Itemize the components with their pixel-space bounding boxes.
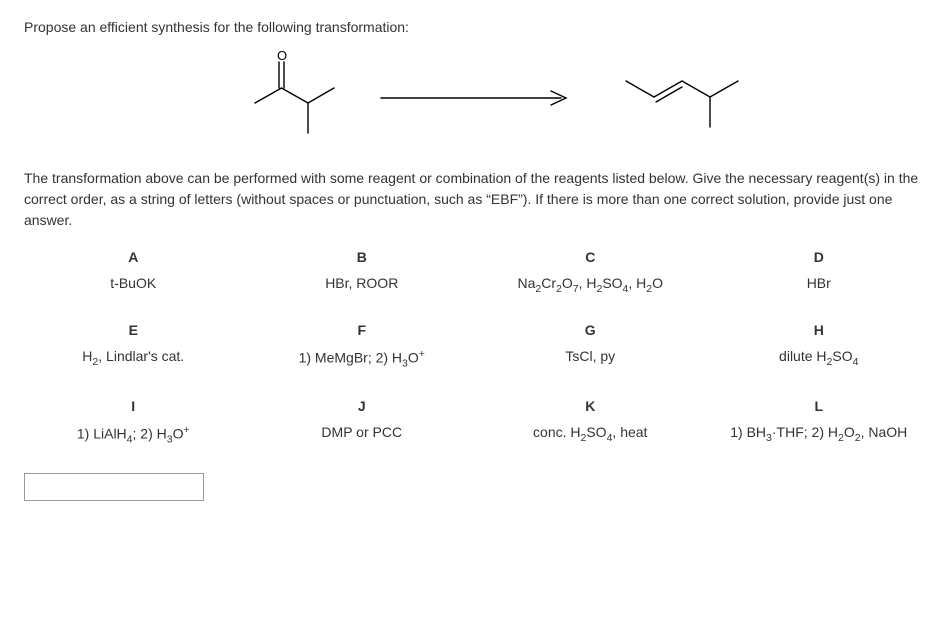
reagent-cell-l: L 1) BH3·THF; 2) H2O2, NaOH: [710, 398, 929, 445]
reagent-cell-d: D HBr: [710, 249, 929, 295]
reagent-grid: A t-BuOK B HBr, ROOR C Na2Cr2O7, H2SO4, …: [24, 249, 928, 446]
reagent-head: K: [481, 398, 700, 414]
reagent-head: A: [24, 249, 243, 265]
reagent-cell-c: C Na2Cr2O7, H2SO4, H2O: [481, 249, 700, 295]
reactant-structure: O: [206, 48, 336, 148]
reagent-cell-h: H dilute H2SO4: [710, 322, 929, 369]
reagent-body: DMP or PCC: [253, 424, 472, 440]
reagent-body: TsCl, py: [481, 348, 700, 364]
reagent-head: F: [253, 322, 472, 338]
reagent-body: H2, Lindlar's cat.: [24, 348, 243, 368]
answer-input[interactable]: [24, 473, 204, 501]
reagent-cell-g: G TsCl, py: [481, 322, 700, 369]
reagent-cell-k: K conc. H2SO4, heat: [481, 398, 700, 445]
reagent-body: t-BuOK: [24, 275, 243, 291]
reagent-head: L: [710, 398, 929, 414]
reagent-head: I: [24, 398, 243, 414]
reagent-body: 1) LiAlH4; 2) H3O+: [24, 424, 243, 445]
reagent-cell-i: I 1) LiAlH4; 2) H3O+: [24, 398, 243, 445]
reagent-cell-a: A t-BuOK: [24, 249, 243, 295]
reaction-arrow: [376, 78, 576, 118]
question-prompt: Propose an efficient synthesis for the f…: [24, 18, 928, 38]
reagent-body: Na2Cr2O7, H2SO4, H2O: [481, 275, 700, 295]
reagent-body: 1) BH3·THF; 2) H2O2, NaOH: [710, 424, 929, 444]
reagent-head: B: [253, 249, 472, 265]
reagent-cell-b: B HBr, ROOR: [253, 249, 472, 295]
reagent-cell-f: F 1) MeMgBr; 2) H3O+: [253, 322, 472, 369]
reagent-body: HBr, ROOR: [253, 275, 472, 291]
reaction-diagram: O: [24, 48, 928, 148]
reagent-head: E: [24, 322, 243, 338]
reagent-body: 1) MeMgBr; 2) H3O+: [253, 348, 472, 369]
reagent-head: H: [710, 322, 929, 338]
reagent-head: J: [253, 398, 472, 414]
instructions-text: The transformation above can be performe…: [24, 168, 928, 231]
reagent-cell-e: E H2, Lindlar's cat.: [24, 322, 243, 369]
reagent-head: C: [481, 249, 700, 265]
reagent-cell-j: J DMP or PCC: [253, 398, 472, 445]
reagent-head: D: [710, 249, 929, 265]
svg-text:O: O: [277, 48, 287, 63]
reagent-body: HBr: [710, 275, 929, 291]
reagent-body: dilute H2SO4: [710, 348, 929, 368]
product-structure: [616, 53, 746, 143]
reagent-body: conc. H2SO4, heat: [481, 424, 700, 444]
reagent-head: G: [481, 322, 700, 338]
